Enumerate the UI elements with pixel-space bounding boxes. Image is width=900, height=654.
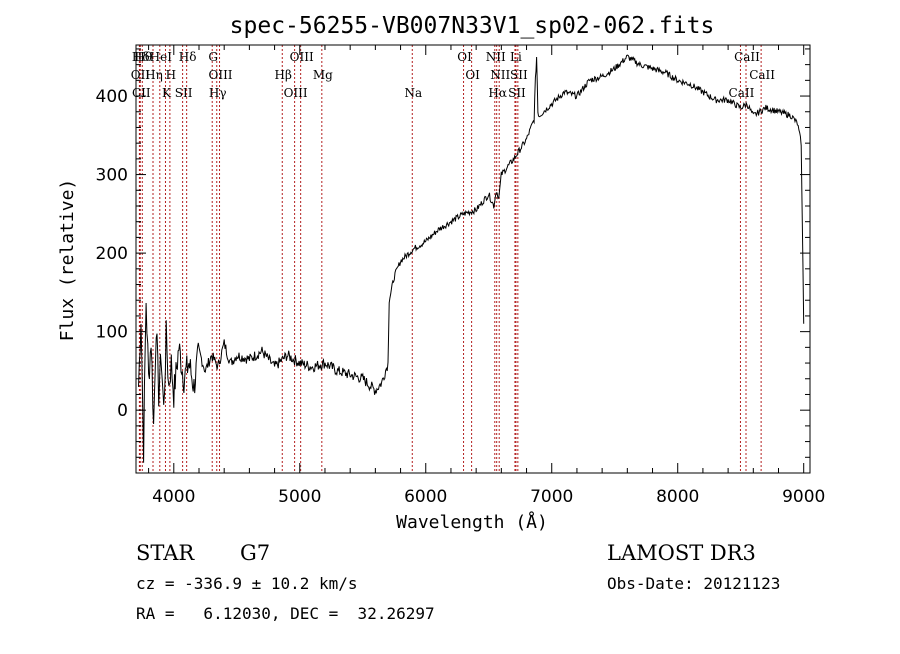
- spectral-line-label: HeI: [150, 50, 173, 64]
- observation-date: Obs-Date: 20121123: [607, 574, 780, 593]
- redshift-cz: cz = -336.9 ± 10.2 km/s: [136, 574, 358, 593]
- spectral-line-label: NII: [490, 68, 510, 82]
- x-tick-label: 4000: [152, 487, 195, 507]
- survey-name: LAMOST DR3: [607, 541, 756, 565]
- x-tick-label: 7000: [530, 487, 573, 507]
- spectral-line-label: CaII: [749, 68, 775, 82]
- spectral-line-label: Hα: [488, 86, 507, 100]
- plot-frame: [135, 44, 811, 474]
- x-tick-label: 8000: [656, 487, 699, 507]
- spectral-line-label: OIII: [284, 86, 308, 100]
- spectral-line-label: OIII: [290, 50, 314, 64]
- spectral-line-label: NII: [486, 50, 506, 64]
- spectral-line-label: Mg: [313, 68, 333, 82]
- chart-title: spec-56255-VB007N33V1_sp02-062.fits: [230, 13, 715, 39]
- y-tick-label: 200: [96, 244, 128, 264]
- object-class: STAR: [136, 541, 195, 565]
- spectral-line-label: Hγ: [209, 86, 227, 100]
- y-axis-label: Flux (relative): [57, 179, 78, 342]
- object-subclass: G7: [240, 541, 270, 565]
- spectral-line-label: CaII: [729, 86, 755, 100]
- spectral-line-label: SII: [510, 68, 528, 82]
- flux-series-line: [138, 54, 805, 463]
- x-tick-label: 5000: [278, 487, 321, 507]
- spectral-line-label: CII: [132, 86, 151, 100]
- spectral-line-label: Hβ: [275, 68, 292, 82]
- y-axis-ticks: 0 100 200 300 400: [96, 48, 810, 458]
- spectral-line-label: OI: [465, 68, 480, 82]
- coordinates: RA = 6.12030, DEC = 32.26297: [136, 604, 435, 623]
- x-tick-label: 6000: [404, 487, 447, 507]
- y-tick-label: 400: [96, 87, 128, 107]
- spectral-line-label: SII: [175, 86, 193, 100]
- spectral-line-label: SII: [508, 86, 526, 100]
- spectral-line-labels: HδOIICIIHθHηKHeIHSIIHδOIIIHγGHβOIIIOIIIM…: [131, 50, 776, 100]
- spectral-line-label: H: [166, 68, 176, 82]
- y-tick-label: 100: [96, 323, 128, 343]
- spectral-line-label: Hθ: [134, 50, 152, 64]
- spectral-line-label: CaII: [734, 50, 760, 64]
- spectral-line-label: Li: [510, 50, 522, 64]
- spectral-line-label: OI: [457, 50, 472, 64]
- spectral-line-label: Hδ: [179, 50, 197, 64]
- spectral-line-label: Na: [404, 86, 422, 100]
- y-tick-label: 0: [117, 401, 128, 421]
- x-tick-label: 9000: [782, 487, 825, 507]
- spectral-line-markers: [138, 45, 762, 473]
- y-tick-label: 300: [96, 166, 128, 186]
- spectral-line-label: OIII: [208, 68, 232, 82]
- spectral-line-label: G: [208, 50, 218, 64]
- x-axis-label: Wavelength (Å): [396, 511, 548, 533]
- spectral-line-label: K: [162, 86, 172, 100]
- spectral-line-label: Hη: [145, 68, 163, 82]
- x-axis-ticks: 4000 5000 6000 7000 8000 9000: [148, 45, 825, 507]
